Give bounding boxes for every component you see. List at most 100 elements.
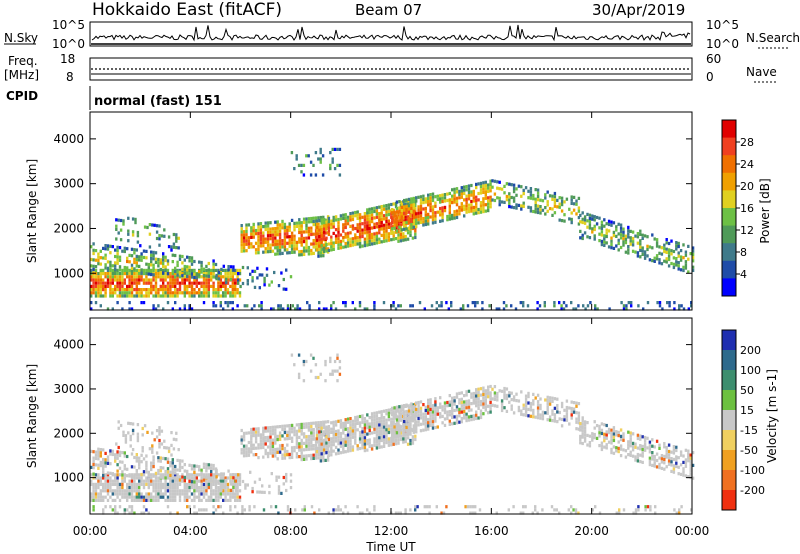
heatmap-cell <box>487 189 490 193</box>
heatmap-cell <box>496 404 499 408</box>
heatmap-cell <box>289 275 293 279</box>
heatmap-cell <box>415 430 418 434</box>
heatmap-cell <box>121 460 124 464</box>
heatmap-cell <box>455 215 459 220</box>
heatmap-cell <box>505 182 509 186</box>
heatmap-cell <box>575 417 578 421</box>
heatmap-cell <box>283 229 287 233</box>
heatmap-cell <box>667 248 671 252</box>
heatmap-cell <box>94 294 98 298</box>
heatmap-cell <box>202 495 206 499</box>
heatmap-cell <box>482 392 485 397</box>
heatmap-cell <box>630 301 633 305</box>
heatmap-cell <box>338 163 342 167</box>
heatmap-cell <box>222 476 225 480</box>
heatmap-cell <box>392 202 395 206</box>
heatmap-cell <box>391 227 394 231</box>
heatmap-cell <box>226 288 230 292</box>
heatmap-cell <box>238 278 242 282</box>
heatmap-cell <box>682 307 686 311</box>
heatmap-cell <box>170 453 173 457</box>
heatmap-cell <box>579 213 582 217</box>
heatmap-cell <box>247 431 251 435</box>
heatmap-cell <box>145 492 148 496</box>
heatmap-cell <box>409 214 412 218</box>
heatmap-cell <box>240 451 243 455</box>
heatmap-cell <box>166 259 170 263</box>
heatmap-cell <box>390 420 393 424</box>
heatmap-cell <box>278 236 282 240</box>
heatmap-cell <box>142 294 146 298</box>
heatmap-cell <box>532 193 535 198</box>
heatmap-cell <box>412 200 415 204</box>
heatmap-cell <box>407 226 411 230</box>
heatmap-cell <box>166 495 170 499</box>
heatmap-cell <box>254 232 258 236</box>
heatmap-cell <box>154 288 158 292</box>
heatmap-cell <box>582 304 585 308</box>
heatmap-cell <box>325 249 328 253</box>
heatmap-cell <box>257 231 260 236</box>
heatmap-cell <box>419 201 423 205</box>
heatmap-cell <box>274 447 277 452</box>
heatmap-cell <box>106 307 110 311</box>
heatmap-cell <box>465 406 468 410</box>
heatmap-cell <box>309 369 313 373</box>
heatmap-cell <box>675 247 678 251</box>
heatmap-cell <box>154 291 158 295</box>
heatmap-cell <box>378 426 381 430</box>
heatmap-cell <box>90 288 93 292</box>
heatmap-cell <box>656 301 659 305</box>
velocity-ylabel: Slant Range [km] <box>25 364 39 468</box>
heatmap-cell <box>159 258 162 262</box>
heatmap-cell <box>286 307 290 311</box>
heatmap-cell <box>152 482 155 486</box>
heatmap-cell <box>118 489 122 493</box>
heatmap-cell <box>334 429 338 433</box>
heatmap-cell <box>527 196 530 200</box>
heatmap-cell <box>382 226 386 231</box>
heatmap-cell <box>558 417 561 421</box>
heatmap-cell <box>520 412 523 416</box>
heatmap-cell <box>302 363 306 367</box>
heatmap-cell <box>427 219 430 223</box>
heatmap-cell <box>479 403 483 407</box>
heatmap-cell <box>97 492 100 496</box>
heatmap-cell <box>479 393 483 397</box>
heatmap-cell <box>312 163 315 167</box>
heatmap-cell <box>246 266 249 270</box>
heatmap-cell <box>429 423 432 427</box>
heatmap-cell <box>252 245 255 249</box>
heatmap-cell <box>475 208 478 212</box>
heatmap-cell <box>214 489 218 493</box>
heatmap-cell <box>382 233 386 237</box>
heatmap-cell <box>410 210 413 214</box>
heatmap-cell <box>224 486 227 490</box>
heatmap-cell <box>677 254 680 258</box>
heatmap-cell <box>174 301 177 305</box>
heatmap-cell <box>215 273 218 278</box>
heatmap-cell <box>166 489 170 493</box>
heatmap-cell <box>142 281 146 285</box>
heatmap-cell <box>434 217 437 221</box>
heatmap-cell <box>515 203 518 207</box>
heatmap-cell <box>400 215 403 219</box>
heatmap-cell <box>127 431 130 435</box>
heatmap-cell <box>141 449 144 453</box>
heatmap-cell <box>324 247 327 251</box>
heatmap-cell <box>116 245 119 249</box>
heatmap-cell <box>575 199 578 203</box>
heatmap-cell <box>572 410 576 414</box>
heatmap-cell <box>339 419 343 423</box>
heatmap-cell <box>150 250 153 254</box>
heatmap-cell <box>653 464 656 468</box>
heatmap-cell <box>90 264 93 268</box>
heatmap-cell <box>429 407 432 411</box>
heatmap-cell <box>553 416 557 420</box>
heatmap-cell <box>470 206 473 210</box>
heatmap-cell <box>123 508 126 512</box>
heatmap-cell <box>140 479 143 483</box>
heatmap-cell <box>517 405 521 409</box>
heatmap-cell <box>402 235 405 239</box>
heatmap-cell <box>288 427 291 431</box>
